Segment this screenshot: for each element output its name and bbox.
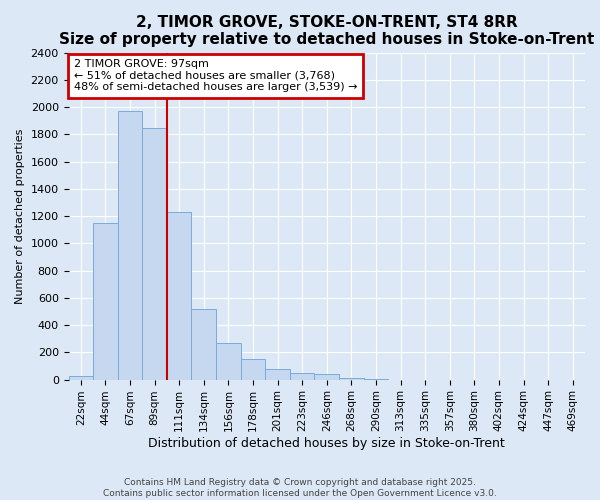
Title: 2, TIMOR GROVE, STOKE-ON-TRENT, ST4 8RR
Size of property relative to detached ho: 2, TIMOR GROVE, STOKE-ON-TRENT, ST4 8RR …	[59, 15, 595, 48]
Bar	[290, 373, 314, 380]
Bar	[364, 379, 388, 380]
Bar	[265, 368, 290, 380]
Bar	[191, 309, 216, 380]
Bar	[68, 376, 93, 380]
Bar	[93, 223, 118, 380]
Y-axis label: Number of detached properties: Number of detached properties	[15, 128, 25, 304]
Bar	[339, 378, 364, 380]
Bar	[314, 374, 339, 380]
Text: Contains HM Land Registry data © Crown copyright and database right 2025.
Contai: Contains HM Land Registry data © Crown c…	[103, 478, 497, 498]
Bar	[167, 212, 191, 380]
Bar	[216, 343, 241, 380]
Bar	[241, 359, 265, 380]
Bar	[142, 128, 167, 380]
X-axis label: Distribution of detached houses by size in Stoke-on-Trent: Distribution of detached houses by size …	[148, 437, 505, 450]
Text: 2 TIMOR GROVE: 97sqm
← 51% of detached houses are smaller (3,768)
48% of semi-de: 2 TIMOR GROVE: 97sqm ← 51% of detached h…	[74, 60, 357, 92]
Bar	[118, 112, 142, 380]
